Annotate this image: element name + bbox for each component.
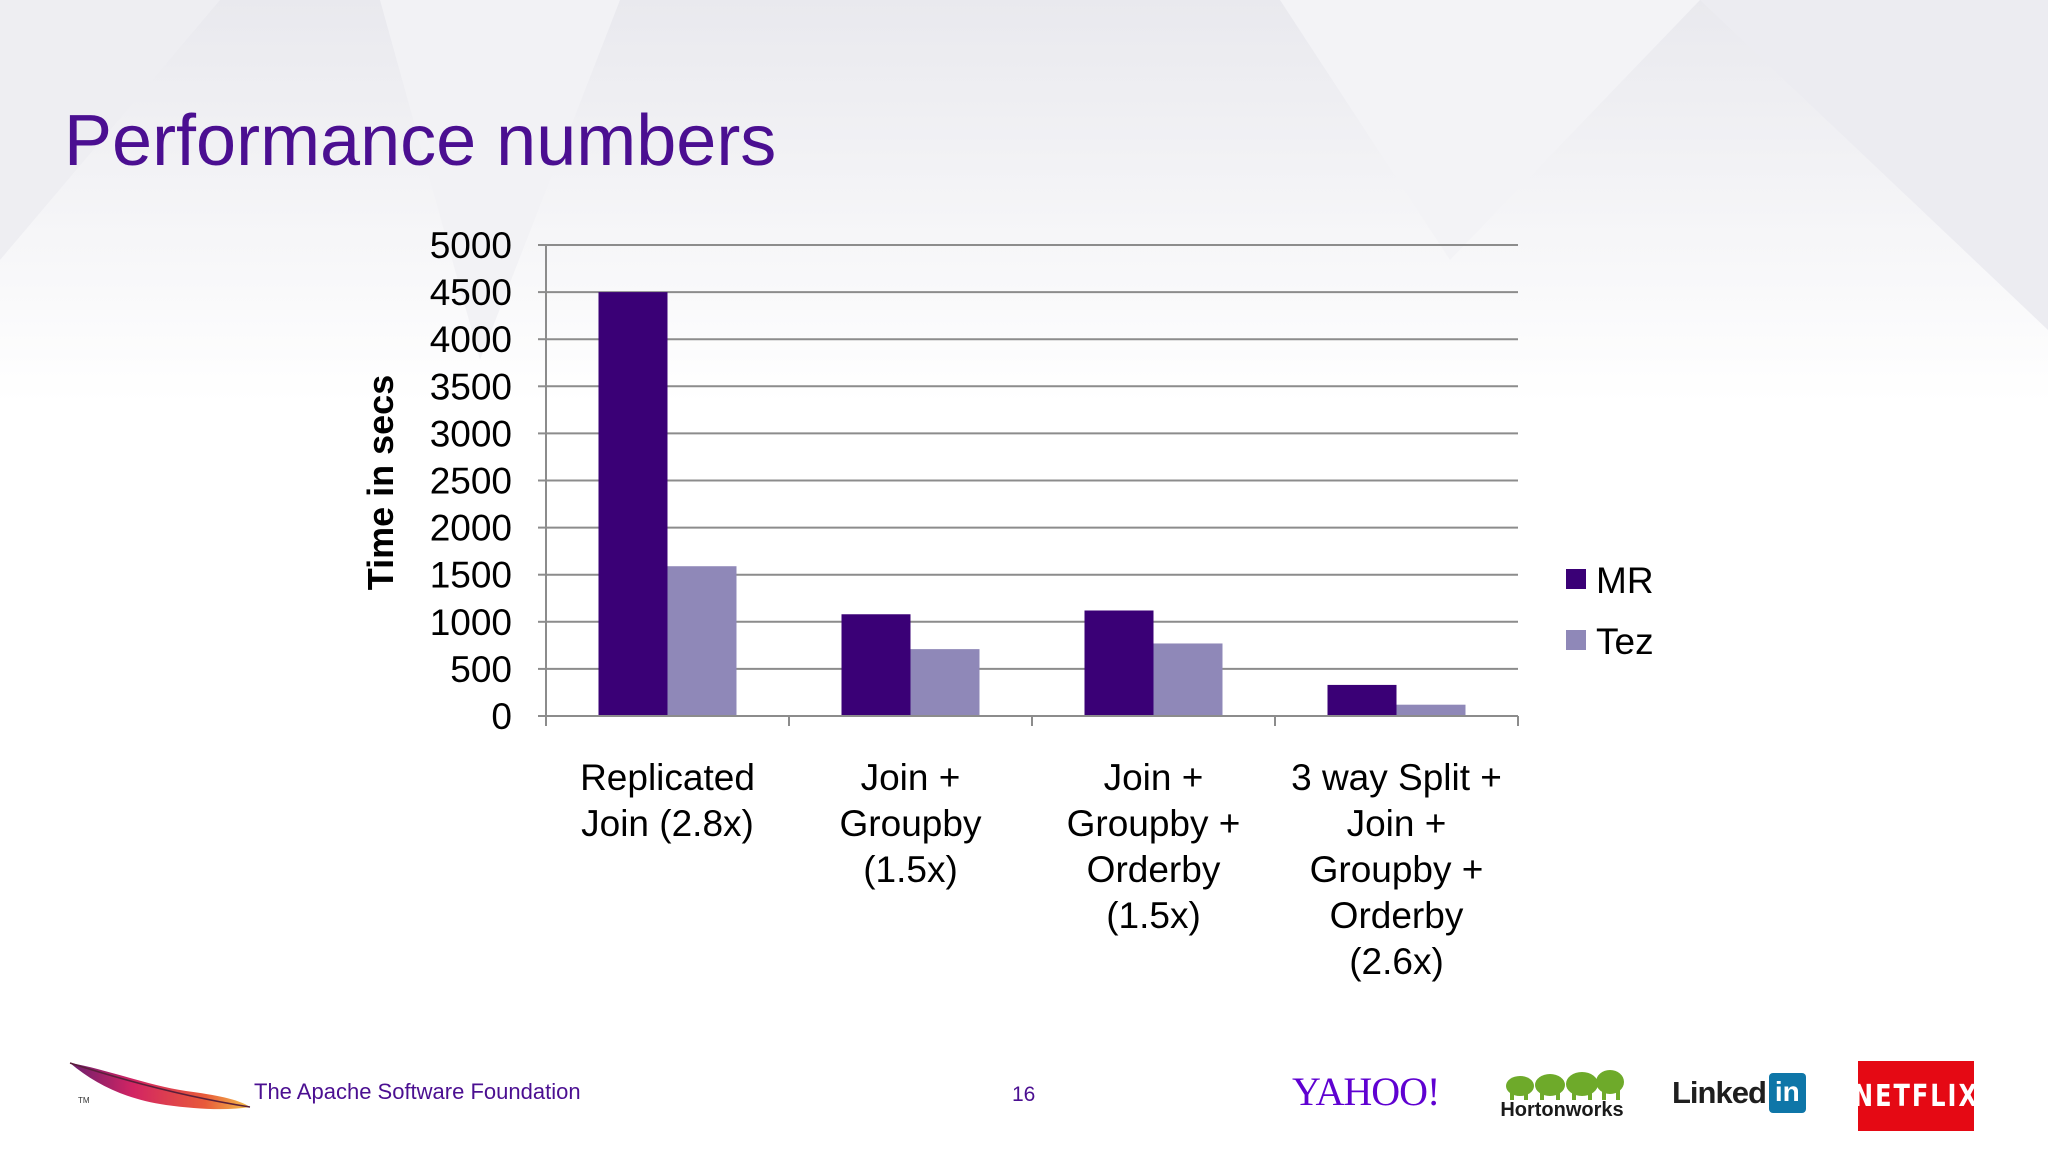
y-tick-label: 1500	[430, 555, 512, 596]
y-tick-label: 5000	[430, 225, 512, 266]
legend-swatch-tez	[1566, 630, 1586, 650]
x-category-label: 3 way Split + Join + Groupby + Orderby (2.6x…	[1291, 757, 1502, 982]
axes	[538, 244, 1519, 726]
linkedin-badge: in	[1768, 1073, 1806, 1113]
y-tick-label: 2500	[430, 461, 512, 502]
elephant-icon	[1506, 1070, 1624, 1100]
bar-mr	[1084, 610, 1154, 716]
netflix-logo: NETFLIX	[1853, 1061, 1977, 1131]
svg-text:TM: TM	[78, 1096, 90, 1105]
y-tick-label: 4500	[430, 272, 512, 313]
yahoo-logo: YAHOO!	[1292, 1069, 1440, 1114]
y-tick-label: 4000	[430, 319, 512, 360]
linkedin-wordmark: Linked	[1672, 1075, 1767, 1110]
bar-tez	[1153, 643, 1223, 716]
bars	[598, 292, 1466, 716]
slide-title: Performance numbers	[64, 101, 777, 181]
x-category-label: Join + Groupby (1.5x)	[840, 757, 982, 890]
y-tick-label: 1000	[430, 602, 512, 643]
legend: MR Tez	[1566, 560, 1654, 662]
legend-swatch-mr	[1566, 569, 1586, 589]
bar-mr	[598, 292, 668, 716]
legend-label-mr: MR	[1596, 560, 1654, 601]
y-tick-label: 500	[450, 649, 512, 690]
footer-organization: The Apache Software Foundation	[254, 1079, 581, 1104]
y-tick-label: 0	[491, 696, 512, 737]
y-tick-label: 2000	[430, 508, 512, 549]
x-category-label: Join + Groupby + Orderby (1.5x)	[1067, 757, 1241, 936]
page-number: 16	[1012, 1083, 1036, 1106]
apache-feather-logo: TM	[69, 1062, 251, 1110]
bar-tez	[910, 649, 980, 716]
legend-label-tez: Tez	[1596, 621, 1654, 662]
bar-tez	[1396, 704, 1466, 716]
x-category-label: Replicated Join (2.8x)	[580, 757, 755, 844]
bar-mr	[841, 614, 911, 716]
bar-mr	[1327, 684, 1397, 716]
y-tick-label: 3500	[430, 366, 512, 407]
linkedin-logo: Linked in	[1672, 1073, 1806, 1113]
y-tick-label: 3000	[430, 413, 512, 454]
y-axis-title: Time in secs	[360, 375, 401, 590]
hortonworks-wordmark: Hortonworks	[1500, 1099, 1624, 1121]
bar-tez	[667, 566, 737, 716]
hortonworks-logo: Hortonworks	[1492, 1066, 1632, 1122]
axis-labels: 0 500 1000 1500 2000 2500 3000 3500 4000 4500 5000…	[360, 225, 1502, 982]
